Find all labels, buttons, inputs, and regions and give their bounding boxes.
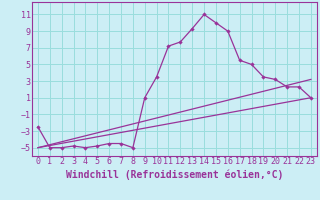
- X-axis label: Windchill (Refroidissement éolien,°C): Windchill (Refroidissement éolien,°C): [66, 169, 283, 180]
